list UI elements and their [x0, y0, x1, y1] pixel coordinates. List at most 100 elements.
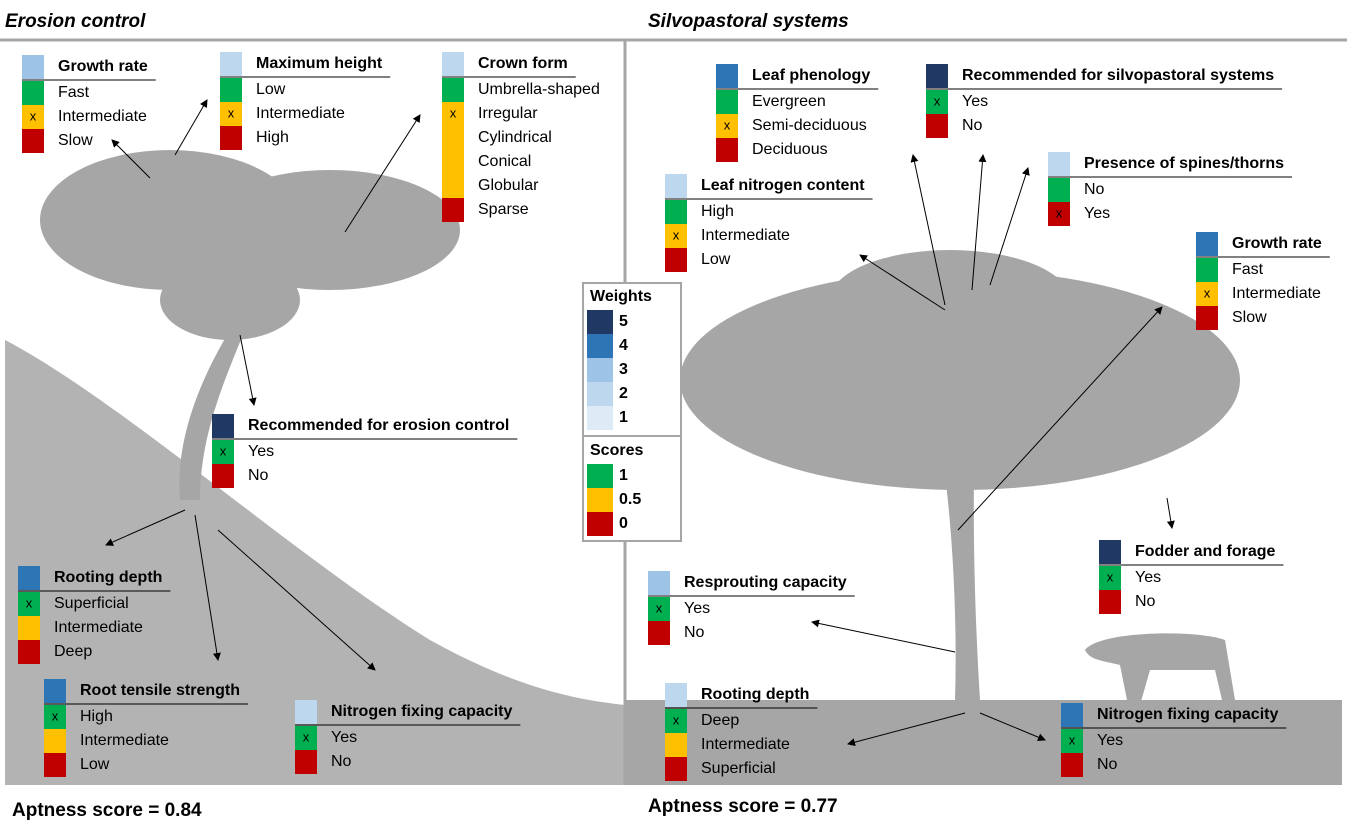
weight-label: 2	[619, 385, 628, 402]
selected-mark: x	[220, 443, 227, 458]
option-label: Yes	[1135, 569, 1161, 586]
aptness-score: Aptness score = 0.84	[12, 800, 202, 821]
selected-mark: x	[1204, 285, 1211, 300]
weight-box	[22, 55, 44, 79]
score-box	[1196, 306, 1218, 330]
option-label: No	[1084, 181, 1105, 198]
option-label: Conical	[478, 153, 531, 170]
weight-swatch	[587, 382, 613, 406]
score-box	[442, 198, 464, 222]
selected-mark: x	[1107, 569, 1114, 584]
score-box	[648, 621, 670, 645]
option-label: Yes	[684, 600, 710, 617]
trait: Nitrogen fixing capacity Yes x No	[1061, 703, 1287, 777]
panel-title: Erosion control	[5, 11, 146, 32]
score-box	[665, 733, 687, 757]
trait: Recommended for silvopastoral systems Yes…	[926, 64, 1283, 138]
score-label: 0	[619, 515, 628, 532]
option-label: Intermediate	[58, 108, 147, 125]
selected-mark: x	[656, 600, 663, 615]
weight-box	[442, 52, 464, 76]
score-box	[220, 78, 242, 102]
weight-box	[716, 64, 738, 88]
score-swatch	[587, 464, 613, 488]
weight-box	[295, 700, 317, 724]
score-box	[442, 102, 464, 126]
score-label: 1	[619, 467, 628, 484]
trait: Crown form Umbrella-shaped Irregular x Cylin…	[442, 52, 600, 222]
option-label: High	[701, 203, 734, 220]
score-box	[18, 592, 40, 616]
content: Weights 5 4 3 2 1 Scores 1 0.5 0 Erosion control Ap…	[5, 11, 1330, 821]
score-box	[295, 750, 317, 774]
score-box	[1099, 590, 1121, 614]
weight-box	[220, 52, 242, 76]
legend-title: Scores	[590, 442, 643, 459]
option-label: Sparse	[478, 201, 529, 218]
option-label: Yes	[1097, 732, 1123, 749]
trait: Growth rate Fast Intermediate x Slow	[22, 55, 156, 153]
weight-label: 3	[619, 361, 628, 378]
score-swatch	[587, 512, 613, 536]
selected-mark: x	[228, 105, 235, 120]
option-label: Deep	[701, 712, 739, 729]
option-label: Fast	[58, 84, 90, 101]
option-label: Cylindrical	[478, 129, 552, 146]
option-label: Superficial	[701, 760, 776, 777]
option-label: Globular	[478, 177, 539, 194]
score-box	[1061, 753, 1083, 777]
option-label: Low	[80, 756, 110, 773]
option-label: Irregular	[478, 105, 538, 122]
weight-label: 1	[619, 409, 628, 426]
trait-name: Rooting depth	[701, 686, 809, 703]
score-label: 0.5	[619, 491, 641, 508]
weight-box	[1099, 540, 1121, 564]
option-label: Superficial	[54, 595, 129, 612]
trait-name: Leaf nitrogen content	[701, 177, 865, 194]
score-box	[44, 753, 66, 777]
trait: Presence of spines/thorns No Yes x	[1048, 152, 1293, 226]
panel-title: Silvopastoral systems	[648, 11, 849, 32]
option-label: No	[962, 117, 983, 134]
option-label: Deciduous	[752, 141, 828, 158]
trait: Root tensile strength High x Intermediate Lo…	[44, 679, 249, 777]
trait: Growth rate Fast Intermediate x Slow	[1196, 232, 1330, 330]
trait-name: Presence of spines/thorns	[1084, 155, 1284, 172]
weight-swatch	[587, 310, 613, 334]
option-label: Yes	[331, 729, 357, 746]
trait-name: Nitrogen fixing capacity	[1097, 706, 1278, 723]
score-box	[220, 126, 242, 150]
trait: Fodder and forage Yes x No	[1099, 540, 1284, 614]
score-box	[665, 248, 687, 272]
score-swatch	[587, 488, 613, 512]
option-label: Intermediate	[701, 227, 790, 244]
selected-mark: x	[303, 729, 310, 744]
trait-name: Crown form	[478, 55, 568, 72]
score-box	[18, 640, 40, 664]
weight-swatch	[587, 358, 613, 382]
score-box	[665, 200, 687, 224]
option-label: Slow	[58, 132, 93, 149]
option-label: Deep	[54, 643, 92, 660]
score-box	[442, 174, 464, 198]
weight-label: 5	[619, 313, 628, 330]
score-box	[1196, 282, 1218, 306]
selected-mark: x	[673, 712, 680, 727]
trait-name: Maximum height	[256, 55, 383, 72]
trait-name: Resprouting capacity	[684, 574, 847, 591]
selected-mark: x	[52, 708, 59, 723]
selected-mark: x	[30, 108, 37, 123]
selected-mark: x	[1069, 732, 1076, 747]
score-box	[716, 114, 738, 138]
weight-box	[1061, 703, 1083, 727]
option-label: High	[80, 708, 113, 725]
weight-label: 4	[619, 337, 628, 354]
selected-mark: x	[724, 117, 731, 132]
option-label: No	[1135, 593, 1156, 610]
score-box	[1061, 729, 1083, 753]
trait: Maximum height Low Intermediate x High	[220, 52, 391, 150]
legend-title: Weights	[590, 288, 652, 305]
option-label: Intermediate	[54, 619, 143, 636]
score-box	[665, 757, 687, 781]
